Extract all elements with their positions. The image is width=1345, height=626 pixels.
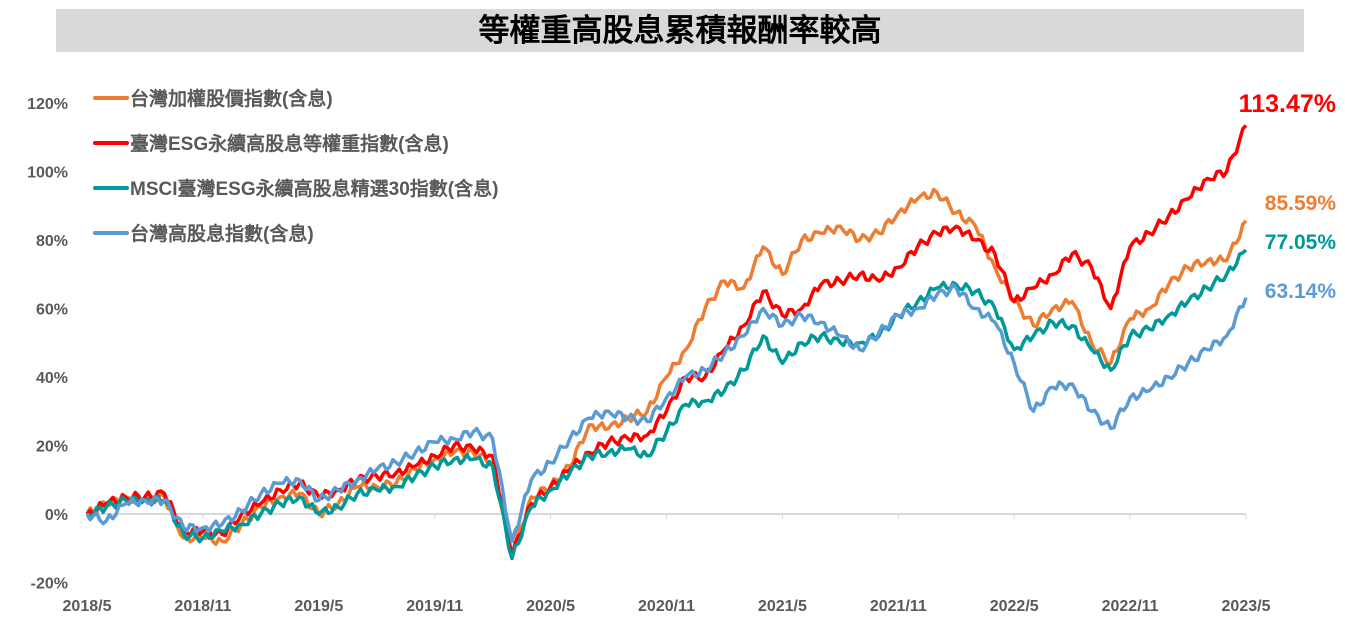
x-tick-label: 2018/11 <box>174 598 231 615</box>
x-tick-label: 2019/11 <box>406 598 463 615</box>
y-tick-label: 60% <box>36 302 68 319</box>
y-tick-label: 80% <box>36 233 68 250</box>
end-value-label: 77.05% <box>1265 231 1337 254</box>
y-tick-label: 0% <box>45 507 68 524</box>
y-tick-label: 120% <box>27 96 68 113</box>
series-line-0 <box>85 187 1248 557</box>
x-tick-label: 2022/5 <box>990 598 1039 615</box>
legend-label: MSCI臺灣ESG永續高股息精選30指數(含息) <box>130 177 498 200</box>
legend-label: 臺灣ESG永續高股息等權重指數(含息) <box>130 132 449 155</box>
end-value-label: 85.59% <box>1265 192 1337 215</box>
x-tick-label: 2022/11 <box>1102 598 1159 615</box>
series-line-1 <box>85 124 1248 557</box>
y-tick-label: -20% <box>31 576 68 593</box>
end-value-label: 63.14% <box>1265 280 1337 303</box>
x-tick-label: 2019/5 <box>294 598 343 615</box>
chart-title: 等權重高股息累積報酬率較高 <box>56 9 1304 52</box>
legend-label: 台灣高股息指數(含息) <box>130 222 314 245</box>
series-line-3 <box>85 282 1248 544</box>
y-tick-label: 40% <box>36 370 68 387</box>
x-tick-label: 2021/5 <box>758 598 807 615</box>
x-tick-label: 2018/5 <box>63 598 112 615</box>
x-tick-label: 2020/11 <box>638 598 695 615</box>
x-tick-label: 2020/5 <box>526 598 575 615</box>
y-tick-label: 20% <box>36 439 68 456</box>
y-tick-label: 100% <box>27 165 68 182</box>
x-tick-label: 2021/11 <box>870 598 927 615</box>
end-value-label: 113.47% <box>1239 90 1336 118</box>
x-tick-label: 2023/5 <box>1222 598 1271 615</box>
series-line-2 <box>86 248 1248 561</box>
legend-label: 台灣加權股價指數(含息) <box>130 87 333 110</box>
